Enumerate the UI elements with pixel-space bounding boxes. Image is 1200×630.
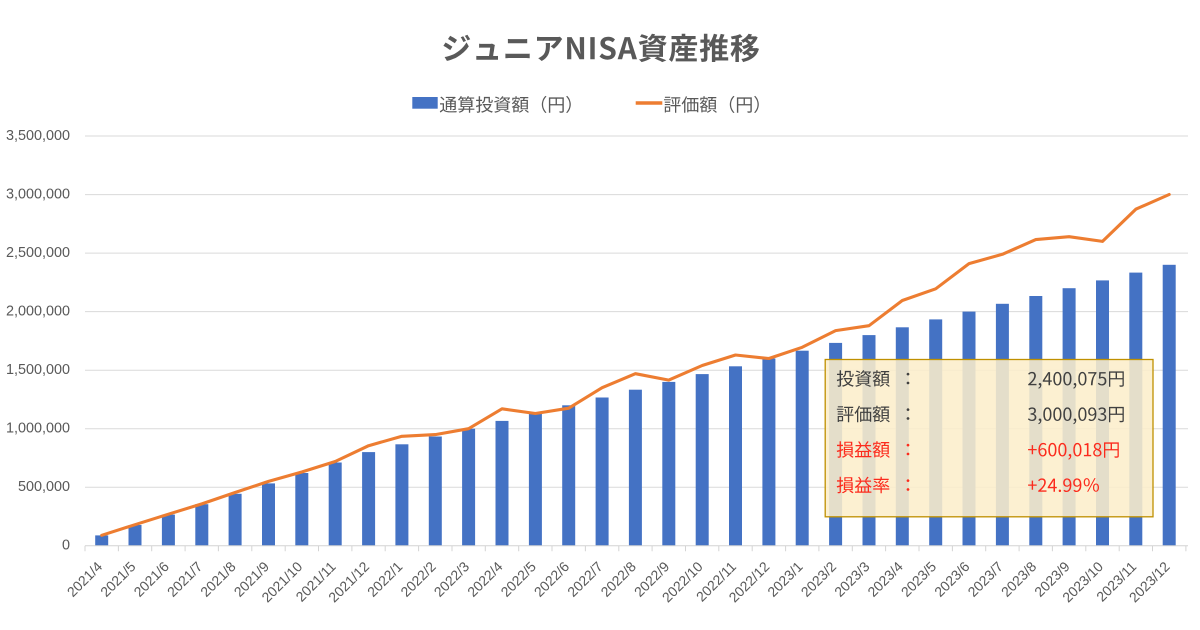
svg-text:3,000,000: 3,000,000 xyxy=(6,186,70,202)
svg-text:3,500,000: 3,500,000 xyxy=(6,128,70,144)
svg-text:500,000: 500,000 xyxy=(18,479,70,495)
svg-text:1,000,000: 1,000,000 xyxy=(6,421,70,437)
svg-text:2,000,000: 2,000,000 xyxy=(6,303,70,319)
svg-text:0: 0 xyxy=(62,538,70,554)
svg-text:1,500,000: 1,500,000 xyxy=(6,362,70,378)
svg-text:2,500,000: 2,500,000 xyxy=(6,245,70,261)
